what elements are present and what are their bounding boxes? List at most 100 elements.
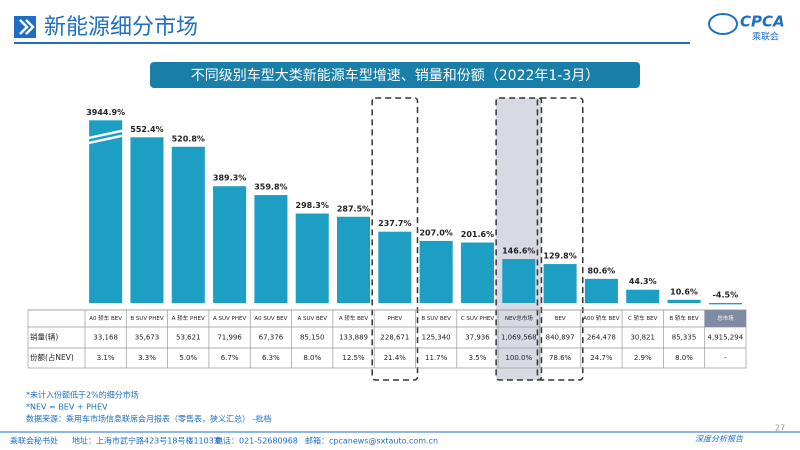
table-cell: 2.9% (634, 354, 652, 362)
slide-title: 新能源细分市场 (44, 15, 198, 40)
value-label: 80.6% (588, 266, 616, 275)
table-cell: 125,340 (422, 334, 451, 342)
column-header: C SUV PHEV (461, 316, 495, 322)
value-label: 10.6% (670, 287, 698, 296)
header-cell (704, 310, 746, 327)
note: *未计入份额低于2%的细分市场 (26, 390, 139, 400)
row-header: 份额(占NEV) (30, 352, 74, 362)
table-cell: 85,335 (672, 334, 697, 342)
value-label: 237.7% (378, 219, 411, 228)
table-cell: 840,897 (546, 334, 575, 342)
table-cell: 3.5% (469, 354, 487, 362)
column-header: A SUV PHEV (213, 316, 246, 322)
column-header: PHEV (387, 316, 402, 322)
table-cell: 12.5% (342, 354, 365, 362)
table-cell: 30,821 (630, 334, 655, 342)
table-cell: 6.3% (262, 354, 280, 362)
table-cell: 37,936 (465, 334, 490, 342)
chart: 3944.9% 552.4% 520.8% 389.3% 359.8% 298.3% 287… (27, 97, 747, 381)
chart-title: 不同级别车型大类新能源车型增速、销量和份额（2022年1-3月） (191, 67, 600, 84)
table-cell: 67,376 (259, 334, 284, 342)
bar (89, 120, 123, 303)
table-cell: 3.1% (97, 354, 115, 362)
table-cell: 71,996 (217, 334, 242, 342)
table-cell: 264,478 (587, 334, 616, 342)
footer-org: 乘联会秘书处 (10, 436, 58, 446)
table-cell: - (724, 354, 727, 362)
column-header: A0 轿车 BEV (89, 314, 122, 322)
table-cell: 24.7% (590, 354, 613, 362)
table-cell: 5.0% (179, 354, 197, 362)
table-cell: 11.7% (425, 354, 448, 362)
footer-phone: 电话：021-52680968 (215, 436, 298, 446)
value-label: -4.5% (713, 291, 739, 300)
value-label: 207.0% (419, 228, 452, 237)
column-header: A 轿车 BEV (339, 314, 369, 322)
footer: 乘联会秘书处 地址：上海市武宁路423号18号楼1103室 电话：021-526… (10, 424, 785, 446)
note: *NEV = BEV + PHEV (26, 403, 108, 412)
value-label: 552.4% (130, 125, 163, 134)
footer-address: 地址：上海市武宁路423号18号楼1103室 (72, 436, 222, 446)
footer-email: 邮箱：cpcanews@sxtauto.com.cn (305, 436, 438, 446)
bar (543, 264, 577, 303)
table-cell: 4,915,294 (708, 334, 744, 342)
value-label: 129.8% (543, 252, 576, 261)
table-cell: 8.0% (675, 354, 693, 362)
bar (337, 216, 371, 303)
value-label: 520.8% (172, 134, 205, 143)
bar (460, 242, 494, 303)
table-cell: 21.4% (384, 354, 407, 362)
table-cell: 53,621 (176, 334, 201, 342)
table-cell: 8.0% (303, 354, 321, 362)
table-cell: 35,673 (135, 334, 160, 342)
bar (171, 146, 205, 303)
column-header: A0 SUV BEV (254, 316, 287, 322)
table-cell: 1,069,568 (501, 334, 537, 342)
row-header: 销量(辆) (30, 332, 58, 342)
column-header: 总市场 (717, 314, 734, 322)
table-cell: 33,168 (93, 334, 118, 342)
logo-text: CPCA (740, 13, 785, 31)
value-label: 201.6% (461, 230, 494, 239)
table-cell: 85,150 (300, 334, 325, 342)
value-label: 287.5% (337, 204, 370, 213)
value-label: 44.3% (629, 277, 657, 286)
column-header: NEV总市场 (505, 314, 533, 322)
highlight-box (371, 97, 419, 381)
bar (213, 186, 247, 303)
bar (378, 231, 412, 303)
bar (295, 213, 329, 303)
value-label: 3944.9% (86, 108, 125, 117)
bar (502, 259, 536, 303)
bar (130, 137, 164, 303)
page-number: 27 (775, 424, 785, 433)
column-header: A SUV BEV (297, 316, 327, 322)
footer-tagline: 深度分析报告 (695, 435, 744, 444)
axis-break (86, 129, 125, 145)
value-label: 359.8% (254, 183, 287, 192)
title-icon-arrow (19, 19, 35, 35)
logo-mark (708, 13, 738, 35)
bar (626, 289, 660, 303)
highlight-box (536, 97, 584, 381)
column-header: B SUV BEV (421, 316, 451, 322)
bar (584, 278, 618, 303)
value-label: 298.3% (296, 201, 329, 210)
column-header: A00 轿车 BEV (583, 314, 620, 322)
table-cell: 6.7% (221, 354, 239, 362)
column-header: B SUV PHEV (130, 316, 163, 322)
column-header: B 轿车 BEV (669, 314, 699, 322)
chart-title-box (150, 62, 640, 88)
bar (708, 303, 742, 305)
table-cell: 133,889 (339, 334, 368, 342)
highlight-box (495, 97, 543, 381)
value-label: 389.3% (213, 174, 246, 183)
column-header: BEV (555, 316, 566, 322)
title-icon (14, 16, 36, 38)
table-cell: 78.6% (549, 354, 572, 362)
bar (667, 299, 701, 303)
bar (419, 240, 453, 303)
notes: *未计入份额低于2%的细分市场 *NEV = BEV + PHEV 数据来源：乘… (26, 390, 271, 424)
logo-sub: 乘联会 (752, 31, 779, 43)
